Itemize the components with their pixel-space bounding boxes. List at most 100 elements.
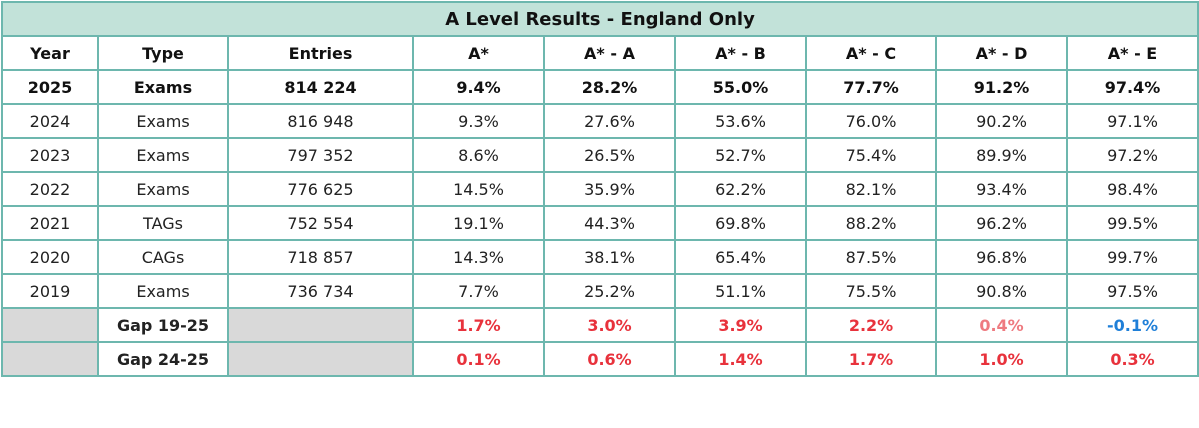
grade-cell: 99.7%	[1065, 239, 1199, 275]
gap-value: 1.7%	[805, 341, 937, 377]
grade-cell: 75.5%	[805, 273, 937, 309]
gap-value: 1.7%	[412, 307, 545, 343]
grade-cell: 91.2%	[935, 69, 1068, 105]
gap-value: 3.9%	[674, 307, 807, 343]
gap-value: -0.1%	[1065, 307, 1199, 343]
empty-cell	[1, 307, 99, 343]
gap-label: Gap 24-25	[97, 341, 229, 377]
grade-cell: 82.1%	[805, 171, 937, 207]
table-title: A Level Results - England Only	[0, 1, 1199, 37]
gap-value: 0.1%	[412, 341, 545, 377]
grade-cell: 97.2%	[1065, 137, 1199, 173]
grade-cell: 76.0%	[805, 103, 937, 139]
gap-row: Gap 24-25 0.1% 0.6% 1.4% 1.7% 1.0% 0.3%	[1, 341, 1199, 377]
table-row: 2021 TAGs 752 554 19.1% 44.3% 69.8% 88.2…	[1, 205, 1199, 241]
gap-value: 1.4%	[674, 341, 807, 377]
grade-cell: 96.2%	[935, 205, 1068, 241]
year-cell: 2025	[1, 69, 99, 105]
year-cell: 2023	[1, 137, 99, 173]
year-cell: 2020	[1, 239, 99, 275]
grade-cell: 97.5%	[1065, 273, 1199, 309]
gap-row: Gap 19-25 1.7% 3.0% 3.9% 2.2% 0.4% -0.1%	[1, 307, 1199, 343]
table-row: 2025 Exams 814 224 9.4% 28.2% 55.0% 77.7…	[1, 69, 1199, 105]
grade-cell: 9.4%	[412, 69, 545, 105]
grade-cell: 8.6%	[412, 137, 545, 173]
table-row: 2023 Exams 797 352 8.6% 26.5% 52.7% 75.4…	[1, 137, 1199, 173]
header-a-star-to-a: A* - A	[543, 35, 676, 71]
header-a-star: A*	[412, 35, 545, 71]
grade-cell: 89.9%	[935, 137, 1068, 173]
entries-cell: 797 352	[227, 137, 414, 173]
header-entries: Entries	[227, 35, 414, 71]
year-cell: 2024	[1, 103, 99, 139]
entries-cell: 816 948	[227, 103, 414, 139]
header-a-star-to-d: A* - D	[935, 35, 1068, 71]
type-cell: Exams	[97, 69, 229, 105]
grade-cell: 77.7%	[805, 69, 937, 105]
table-row: 2019 Exams 736 734 7.7% 25.2% 51.1% 75.5…	[1, 273, 1199, 309]
gap-value: 0.3%	[1065, 341, 1199, 377]
type-cell: TAGs	[97, 205, 229, 241]
grade-cell: 35.9%	[543, 171, 676, 207]
type-cell: Exams	[97, 137, 229, 173]
gap-value: 2.2%	[805, 307, 937, 343]
empty-cell	[227, 307, 414, 343]
gap-label: Gap 19-25	[97, 307, 229, 343]
header-a-star-to-e: A* - E	[1065, 35, 1199, 71]
gap-value: 0.4%	[935, 307, 1068, 343]
grade-cell: 93.4%	[935, 171, 1068, 207]
table-row: 2020 CAGs 718 857 14.3% 38.1% 65.4% 87.5…	[1, 239, 1199, 275]
grade-cell: 96.8%	[935, 239, 1068, 275]
grade-cell: 51.1%	[674, 273, 807, 309]
grade-cell: 99.5%	[1065, 205, 1199, 241]
entries-cell: 752 554	[227, 205, 414, 241]
grade-cell: 38.1%	[543, 239, 676, 275]
type-cell: Exams	[97, 171, 229, 207]
grade-cell: 14.5%	[412, 171, 545, 207]
grade-cell: 69.8%	[674, 205, 807, 241]
header-year: Year	[1, 35, 99, 71]
grade-cell: 27.6%	[543, 103, 676, 139]
header-a-star-to-b: A* - B	[674, 35, 807, 71]
type-cell: Exams	[97, 273, 229, 309]
year-cell: 2022	[1, 171, 99, 207]
gap-value: 1.0%	[935, 341, 1068, 377]
gap-value: 3.0%	[543, 307, 676, 343]
grade-cell: 90.2%	[935, 103, 1068, 139]
grade-cell: 87.5%	[805, 239, 937, 275]
results-table: A Level Results - England Only Year Type…	[0, 1, 1199, 377]
grade-cell: 52.7%	[674, 137, 807, 173]
grade-cell: 65.4%	[674, 239, 807, 275]
grade-cell: 14.3%	[412, 239, 545, 275]
title-row: A Level Results - England Only	[0, 1, 1199, 37]
header-type: Type	[97, 35, 229, 71]
grade-cell: 44.3%	[543, 205, 676, 241]
empty-cell	[227, 341, 414, 377]
type-cell: CAGs	[97, 239, 229, 275]
grade-cell: 9.3%	[412, 103, 545, 139]
header-row: Year Type Entries A* A* - A A* - B A* - …	[1, 35, 1199, 71]
grade-cell: 97.4%	[1065, 69, 1199, 105]
grade-cell: 7.7%	[412, 273, 545, 309]
header-a-star-to-c: A* - C	[805, 35, 937, 71]
grade-cell: 97.1%	[1065, 103, 1199, 139]
entries-cell: 736 734	[227, 273, 414, 309]
gap-value: 0.6%	[543, 341, 676, 377]
empty-cell	[1, 341, 99, 377]
grade-cell: 88.2%	[805, 205, 937, 241]
table-row: 2022 Exams 776 625 14.5% 35.9% 62.2% 82.…	[1, 171, 1199, 207]
grade-cell: 53.6%	[674, 103, 807, 139]
year-cell: 2019	[1, 273, 99, 309]
year-cell: 2021	[1, 205, 99, 241]
grade-cell: 98.4%	[1065, 171, 1199, 207]
grade-cell: 62.2%	[674, 171, 807, 207]
grade-cell: 90.8%	[935, 273, 1068, 309]
entries-cell: 718 857	[227, 239, 414, 275]
type-cell: Exams	[97, 103, 229, 139]
entries-cell: 776 625	[227, 171, 414, 207]
grade-cell: 19.1%	[412, 205, 545, 241]
grade-cell: 25.2%	[543, 273, 676, 309]
table-row: 2024 Exams 816 948 9.3% 27.6% 53.6% 76.0…	[1, 103, 1199, 139]
entries-cell: 814 224	[227, 69, 414, 105]
grade-cell: 55.0%	[674, 69, 807, 105]
